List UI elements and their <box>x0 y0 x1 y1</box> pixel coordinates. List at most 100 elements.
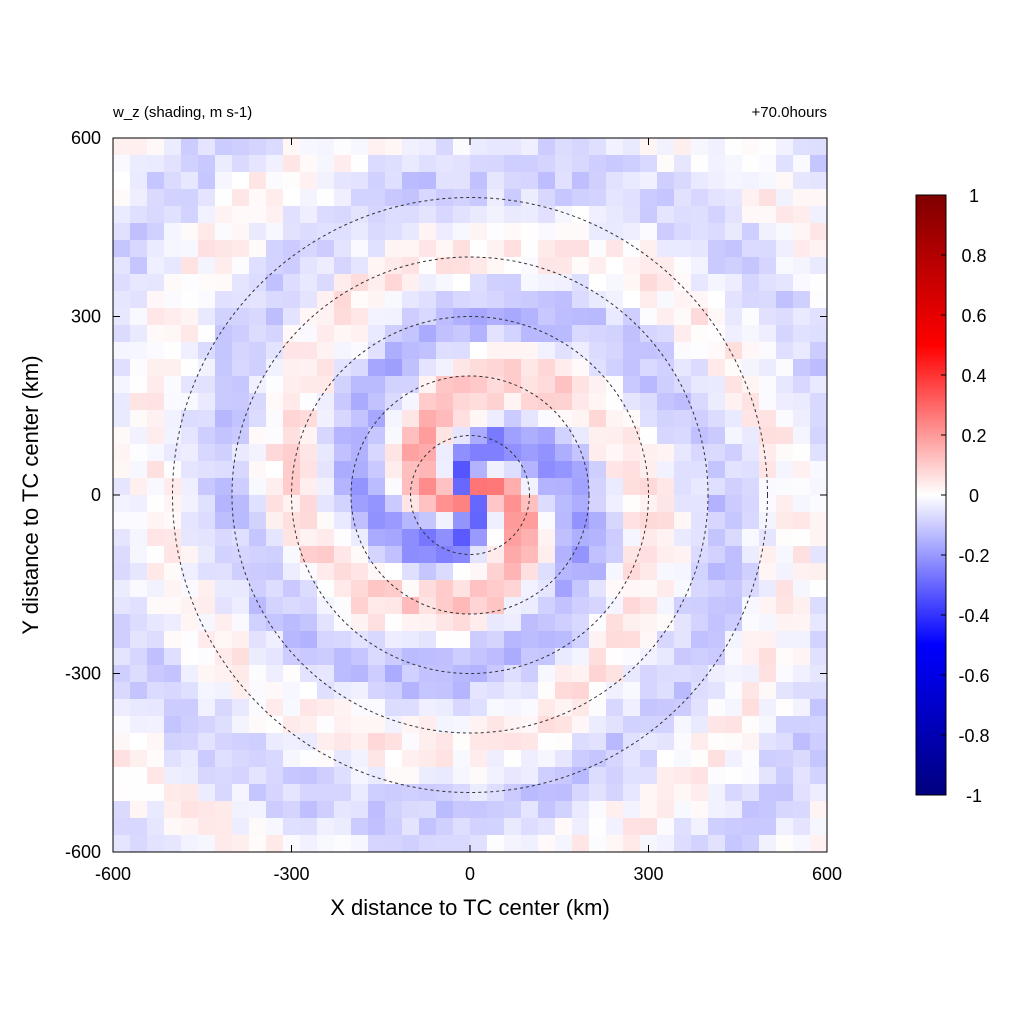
heatmap-cell <box>657 138 675 156</box>
heatmap-cell <box>606 750 624 768</box>
heatmap-cell <box>725 563 743 581</box>
heatmap-cell <box>130 138 148 156</box>
heatmap-cell <box>470 240 488 258</box>
heatmap-cell <box>215 597 233 615</box>
heatmap-cell <box>317 410 335 428</box>
heatmap-cell <box>708 325 726 343</box>
heatmap-cell <box>147 325 165 343</box>
heatmap-cell <box>232 597 250 615</box>
heatmap-cell <box>521 580 539 598</box>
heatmap-cell <box>181 359 199 377</box>
heatmap-cell <box>385 716 403 734</box>
heatmap-cell <box>589 342 607 360</box>
heatmap-cell <box>113 308 131 326</box>
heatmap-cell <box>606 155 624 173</box>
heatmap-cell <box>555 223 573 241</box>
heatmap-cell <box>283 223 301 241</box>
heatmap-cell <box>317 155 335 173</box>
heatmap-cell <box>691 155 709 173</box>
heatmap-cell <box>776 818 794 836</box>
heatmap-cell <box>793 444 811 462</box>
heatmap-cell <box>793 478 811 496</box>
heatmap-cell <box>181 206 199 224</box>
heatmap-cell <box>606 648 624 666</box>
heatmap-cell <box>334 682 352 700</box>
heatmap-cell <box>317 325 335 343</box>
heatmap-cell <box>708 563 726 581</box>
heatmap-cell <box>419 614 437 632</box>
heatmap-cell <box>368 444 386 462</box>
heatmap-cell <box>419 648 437 666</box>
heatmap-cell <box>793 597 811 615</box>
heatmap-cell <box>555 682 573 700</box>
colorbar-tick-label: -0.4 <box>958 606 989 626</box>
heatmap-cell <box>640 444 658 462</box>
heatmap-cell <box>113 274 131 292</box>
x-tick-label: 0 <box>465 864 475 884</box>
heatmap-cell <box>453 767 471 785</box>
heatmap-cell <box>436 342 454 360</box>
heatmap-cell <box>725 223 743 241</box>
heatmap-cell <box>249 342 267 360</box>
heatmap-cell <box>691 206 709 224</box>
heatmap-cell <box>232 444 250 462</box>
heatmap-cell <box>283 750 301 768</box>
heatmap-cell <box>623 767 641 785</box>
heatmap-cell <box>470 325 488 343</box>
heatmap-cell <box>385 444 403 462</box>
heatmap-cell <box>164 376 182 394</box>
heatmap-cell <box>215 529 233 547</box>
heatmap-cell <box>572 359 590 377</box>
heatmap-cell <box>589 580 607 598</box>
heatmap-cell <box>572 223 590 241</box>
heatmap-cell <box>657 206 675 224</box>
heatmap-cell <box>198 716 216 734</box>
heatmap-cell <box>113 325 131 343</box>
heatmap-cell <box>249 563 267 581</box>
heatmap-cell <box>266 189 284 207</box>
heatmap-cell <box>793 359 811 377</box>
heatmap-cell <box>674 342 692 360</box>
heatmap-cell <box>198 750 216 768</box>
heatmap-cell <box>266 682 284 700</box>
heatmap-cell <box>249 376 267 394</box>
heatmap-cell <box>657 784 675 802</box>
heatmap-cell <box>300 546 318 564</box>
heatmap-cell <box>725 274 743 292</box>
heatmap-cell <box>742 580 760 598</box>
heatmap-cell <box>759 563 777 581</box>
heatmap-cell <box>691 631 709 649</box>
heatmap-cell <box>181 665 199 683</box>
heatmap-cell <box>334 614 352 632</box>
heatmap-cell <box>487 495 505 513</box>
heatmap-cell <box>266 818 284 836</box>
heatmap-cell <box>181 597 199 615</box>
heatmap-cell <box>113 138 131 156</box>
heatmap-cell <box>130 478 148 496</box>
heatmap-cell <box>555 189 573 207</box>
heatmap-cell <box>589 614 607 632</box>
heatmap-cell <box>402 376 420 394</box>
heatmap-cell <box>504 597 522 615</box>
heatmap-cell <box>147 614 165 632</box>
heatmap-cell <box>249 648 267 666</box>
heatmap-cell <box>419 801 437 819</box>
heatmap-cell <box>487 648 505 666</box>
heatmap-cell <box>470 801 488 819</box>
heatmap-cell <box>487 444 505 462</box>
heatmap-cell <box>742 801 760 819</box>
heatmap-cell <box>181 733 199 751</box>
heatmap-cell <box>266 767 284 785</box>
heatmap-cell <box>810 376 827 394</box>
heatmap-cell <box>674 155 692 173</box>
heatmap-cell <box>810 699 827 717</box>
heatmap-cell <box>130 784 148 802</box>
heatmap-cell <box>487 308 505 326</box>
heatmap-cell <box>572 478 590 496</box>
heatmap-cell <box>334 495 352 513</box>
heatmap-cell <box>402 427 420 445</box>
heatmap-cell <box>776 325 794 343</box>
heatmap-cell <box>470 614 488 632</box>
heatmap-cell <box>810 308 827 326</box>
heatmap-cell <box>657 308 675 326</box>
